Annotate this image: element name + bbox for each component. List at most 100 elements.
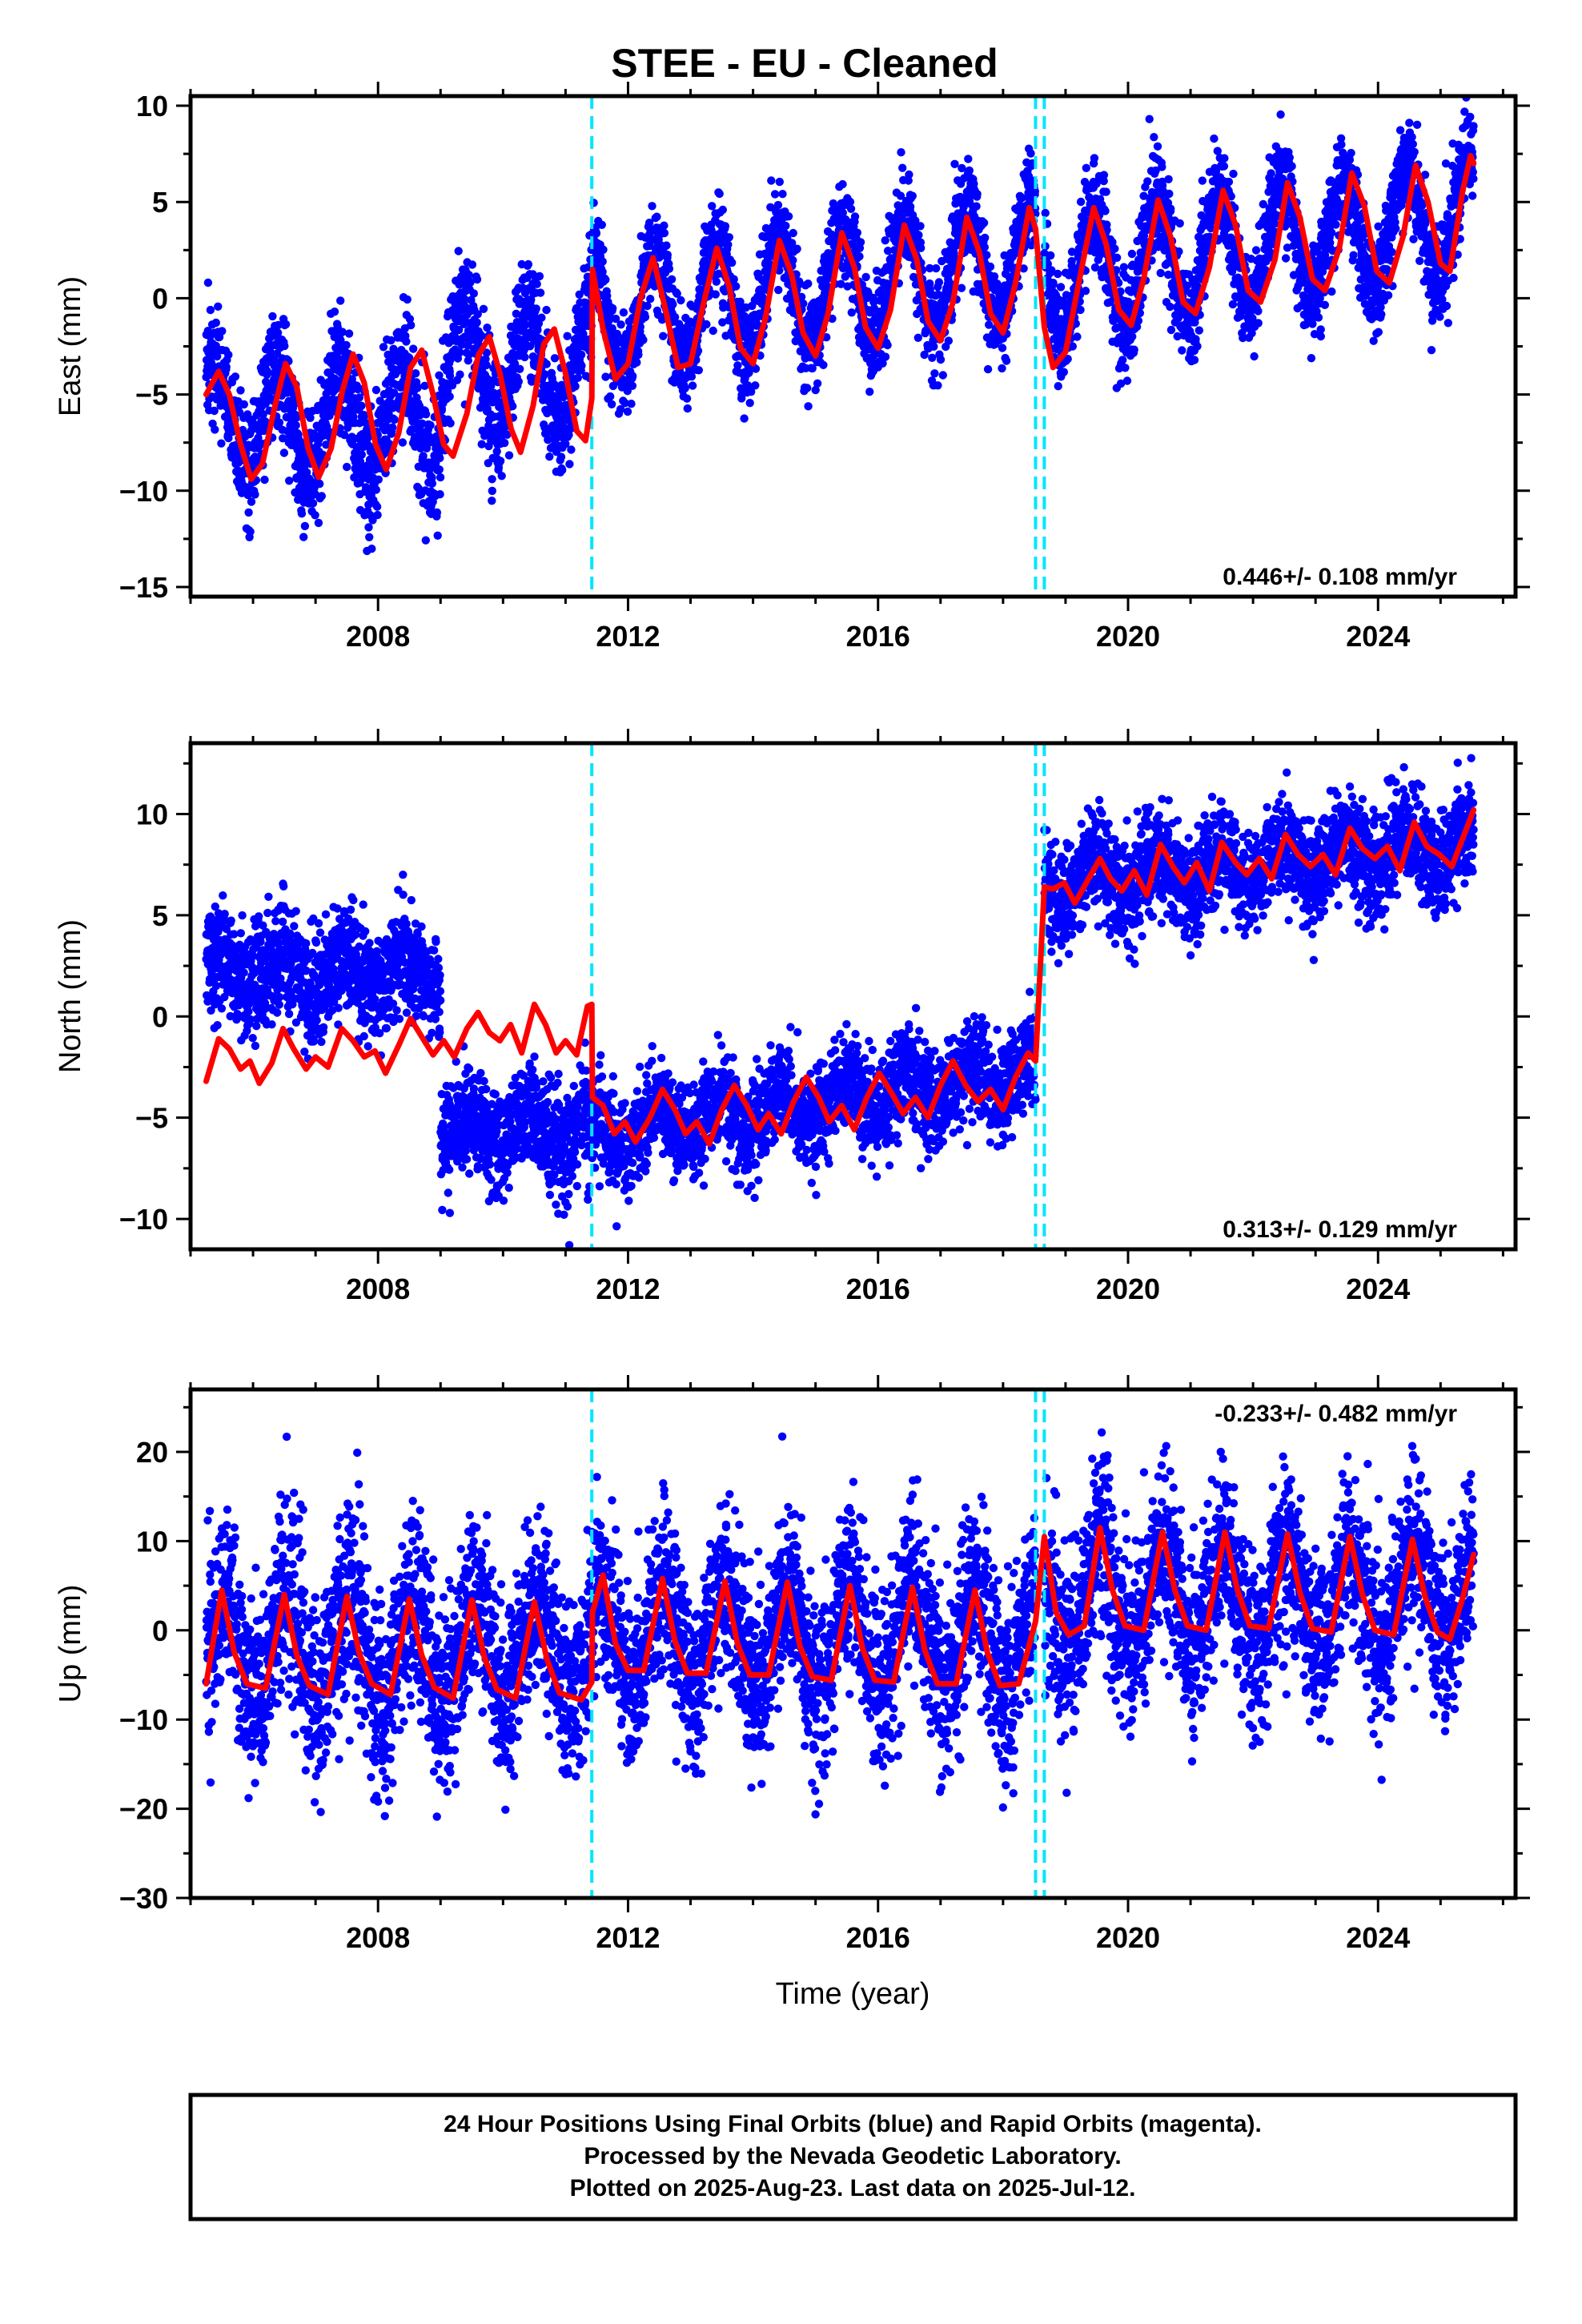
east-data-point xyxy=(567,445,576,454)
east-data-point xyxy=(365,533,374,541)
east-data-point xyxy=(436,490,444,499)
east-data-point xyxy=(784,212,793,221)
east-data-point xyxy=(1054,269,1062,279)
east-data-point xyxy=(789,255,797,265)
east-data-point xyxy=(1046,251,1055,260)
east-data-point xyxy=(623,407,632,416)
east-data-point xyxy=(576,350,586,360)
east-data-point xyxy=(428,479,437,488)
east-data-point xyxy=(928,353,937,362)
east-data-point xyxy=(563,332,572,340)
east-data-point xyxy=(964,155,973,163)
east-data-point xyxy=(302,468,311,477)
east-data-point xyxy=(469,289,478,298)
east-data-point xyxy=(983,364,993,374)
east-data-point xyxy=(275,418,284,427)
east-data-point xyxy=(856,238,865,247)
east-data-point xyxy=(1056,283,1066,292)
east-data-point xyxy=(371,485,380,494)
east-data-point xyxy=(1026,149,1035,158)
east-data-point xyxy=(330,308,339,316)
east-data-point xyxy=(435,371,444,380)
east-data-point xyxy=(881,352,890,361)
east-data-point xyxy=(426,420,435,430)
east-data-point xyxy=(751,381,760,390)
east-data-point xyxy=(616,404,625,414)
east-data-point xyxy=(213,352,222,361)
east-data-point xyxy=(1145,115,1154,123)
east-data-point xyxy=(454,247,463,255)
east-data-point xyxy=(799,299,808,308)
east-data-point xyxy=(751,364,761,373)
east-data-point xyxy=(364,523,373,532)
east-data-point xyxy=(627,400,636,408)
east-data-point xyxy=(350,473,359,482)
east-data-point xyxy=(1143,177,1152,186)
east-data-point xyxy=(662,241,671,250)
east-data-point xyxy=(355,419,364,428)
east-data-point xyxy=(803,384,812,392)
east-data-point xyxy=(268,312,277,321)
east-data-point xyxy=(528,270,537,279)
east-data-point xyxy=(306,413,315,422)
east-data-point xyxy=(608,304,617,313)
east-data-point xyxy=(712,277,721,286)
east-data-point xyxy=(344,329,354,338)
east-data-point xyxy=(464,350,473,360)
east-data-point xyxy=(266,348,275,356)
east-data-point xyxy=(721,222,730,231)
east-data-point xyxy=(729,275,738,283)
east-data-point xyxy=(1156,268,1165,278)
east-data-point xyxy=(214,302,223,311)
east-data-point xyxy=(479,304,488,313)
east-data-point xyxy=(420,381,429,390)
east-data-point xyxy=(634,350,643,360)
east-data-point xyxy=(456,370,464,379)
east-data-point xyxy=(445,372,455,380)
east-data-point xyxy=(514,377,523,386)
east-data-point xyxy=(897,148,905,157)
east-data-point xyxy=(813,379,822,388)
east-data-point xyxy=(1175,219,1184,228)
east-data-point xyxy=(416,426,425,436)
east-data-point xyxy=(314,518,323,528)
east-data-point xyxy=(387,336,396,345)
east-data-point xyxy=(281,320,291,329)
east-data-point xyxy=(537,313,546,322)
east-data-point xyxy=(793,244,801,253)
east-data-point xyxy=(1054,382,1062,391)
east-data-point xyxy=(645,241,654,251)
east-data-point xyxy=(938,371,948,380)
east-data-point xyxy=(512,309,520,318)
east-data-point xyxy=(1224,177,1234,187)
east-data-point xyxy=(1166,302,1174,312)
east-data-point xyxy=(1166,325,1176,335)
east-data-point xyxy=(274,320,283,330)
east-data-point xyxy=(652,212,661,221)
east-data-point xyxy=(322,440,331,449)
east-data-point xyxy=(573,373,582,382)
east-data-point xyxy=(460,294,468,304)
east-data-point xyxy=(280,341,289,351)
east-data-point xyxy=(819,360,828,369)
east-data-point xyxy=(398,438,408,447)
east-data-point xyxy=(527,296,536,304)
east-data-point xyxy=(682,394,692,403)
east-data-point xyxy=(677,296,685,305)
east-data-point xyxy=(524,259,533,269)
east-data-point xyxy=(555,400,564,409)
east-data-point xyxy=(390,415,399,424)
east-data-point xyxy=(917,243,926,252)
east-data-point xyxy=(218,327,227,336)
east-data-point xyxy=(565,460,574,468)
east-data-point xyxy=(1118,356,1127,364)
east-data-point xyxy=(203,278,213,287)
east-data-point xyxy=(990,272,999,281)
east-data-point xyxy=(561,440,570,448)
east-data-point xyxy=(669,300,677,309)
east-data-point xyxy=(291,420,300,430)
east-data-point xyxy=(660,221,669,230)
east-data-point xyxy=(913,333,923,342)
